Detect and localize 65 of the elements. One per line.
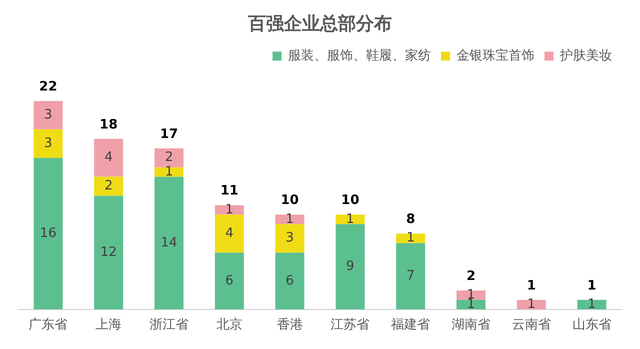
x-tick-label: 江苏省 bbox=[330, 318, 370, 333]
data-label: 1 bbox=[527, 297, 536, 312]
data-label: 7 bbox=[406, 268, 415, 284]
bar bbox=[34, 158, 63, 310]
data-label: 4 bbox=[104, 150, 113, 166]
data-label: 1 bbox=[588, 297, 596, 312]
x-tick-label: 福建省 bbox=[391, 318, 430, 333]
data-label: 1 bbox=[225, 202, 234, 218]
bar bbox=[154, 176, 184, 310]
data-label: 16 bbox=[40, 226, 56, 241]
bar bbox=[154, 167, 184, 177]
bar bbox=[214, 252, 244, 310]
total-label: 2 bbox=[466, 268, 476, 284]
data-label: 1 bbox=[286, 212, 294, 227]
bar bbox=[456, 290, 486, 300]
data-label: 14 bbox=[160, 235, 178, 250]
data-label: 12 bbox=[100, 244, 117, 260]
bar bbox=[34, 101, 63, 130]
legend-label: 护肤美妆 bbox=[559, 47, 612, 64]
x-tick-label: 山东省 bbox=[572, 318, 612, 333]
data-label: 4 bbox=[225, 226, 234, 241]
data-label: 9 bbox=[346, 259, 354, 274]
data-label: 3 bbox=[44, 136, 52, 152]
bar bbox=[94, 138, 124, 177]
total-label: 11 bbox=[220, 184, 238, 199]
total-label: 10 bbox=[280, 193, 299, 208]
bar bbox=[275, 214, 304, 224]
data-label: 3 bbox=[44, 108, 52, 123]
total-label: 10 bbox=[341, 193, 360, 208]
x-tick-label: 北京 bbox=[216, 318, 242, 333]
data-label: 1 bbox=[406, 230, 415, 246]
bar bbox=[275, 224, 304, 253]
data-label: 6 bbox=[286, 273, 294, 288]
data-label: 2 bbox=[104, 178, 113, 194]
legend-label: 服装、服饰、鞋履、家纺 bbox=[288, 47, 431, 64]
data-label: 1 bbox=[346, 212, 354, 227]
data-label: 3 bbox=[286, 230, 294, 246]
chart-title: 百强企业总部分布 bbox=[247, 13, 392, 34]
x-tick-label: 湖南省 bbox=[452, 318, 490, 333]
bar bbox=[154, 148, 184, 168]
legend-label: 金银珠宝首饰 bbox=[456, 47, 534, 64]
total-label: 1 bbox=[526, 278, 536, 294]
x-tick-label: 上海 bbox=[96, 318, 122, 333]
x-tick-label: 香港 bbox=[276, 318, 303, 333]
total-label: 17 bbox=[160, 126, 178, 142]
total-label: 8 bbox=[406, 212, 416, 227]
bar bbox=[396, 243, 426, 310]
bar bbox=[336, 224, 365, 310]
bar bbox=[396, 234, 426, 244]
bar bbox=[336, 214, 365, 224]
bar bbox=[94, 196, 124, 310]
bar bbox=[214, 205, 244, 215]
data-label: 2 bbox=[164, 150, 174, 166]
x-tick-label: 广东省 bbox=[28, 318, 68, 333]
bar bbox=[94, 176, 124, 196]
bar bbox=[34, 129, 63, 158]
bar bbox=[275, 252, 304, 310]
total-label: 18 bbox=[100, 117, 118, 132]
x-tick-label: 云南省 bbox=[512, 318, 551, 333]
data-label: 1 bbox=[164, 164, 174, 180]
bar bbox=[214, 214, 244, 253]
data-label: 6 bbox=[225, 273, 234, 288]
total-label: 1 bbox=[587, 278, 596, 294]
x-tick-label: 浙江省 bbox=[150, 318, 188, 333]
total-label: 22 bbox=[39, 79, 58, 94]
